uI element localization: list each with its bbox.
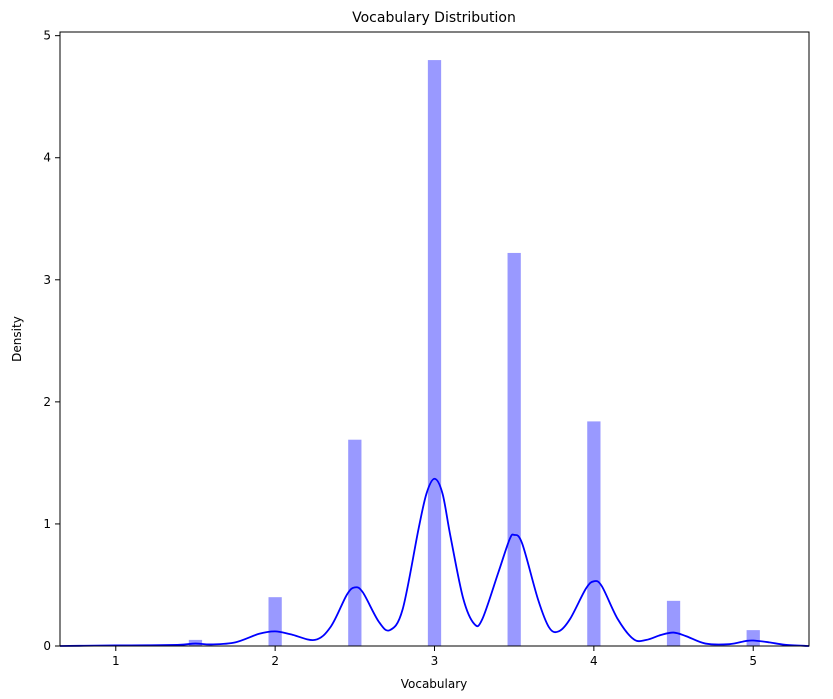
chart-title: Vocabulary Distribution — [352, 10, 516, 26]
y-tick-label: 4 — [43, 151, 51, 165]
y-tick-label: 3 — [43, 273, 51, 287]
kde-line — [59, 477, 810, 647]
x-tick-label: 1 — [112, 654, 120, 668]
histogram-bar-6 — [587, 421, 601, 646]
histogram-bars — [188, 60, 760, 646]
y-tick-label: 5 — [43, 29, 51, 43]
histogram-bar-8 — [746, 630, 760, 646]
x-axis-ticks: 1 2 3 4 5 — [112, 646, 757, 668]
x-tick-label: 4 — [590, 654, 598, 668]
histogram-bar-3 — [348, 439, 362, 646]
y-axis-label: Density — [10, 316, 24, 362]
y-tick-label: 2 — [43, 395, 51, 409]
histogram-bar-4 — [427, 60, 442, 646]
histogram-bar-5 — [507, 252, 521, 646]
x-tick-label: 2 — [271, 654, 279, 668]
x-axis-label: Vocabulary — [401, 677, 468, 691]
x-tick-label: 3 — [431, 654, 439, 668]
histogram-bar-7 — [666, 600, 681, 646]
x-tick-label: 5 — [749, 654, 757, 668]
y-axis-ticks: 0 1 2 3 4 5 — [43, 29, 60, 653]
y-tick-label: 0 — [43, 639, 51, 653]
y-tick-label: 1 — [43, 517, 51, 531]
histogram-bar-2 — [268, 597, 282, 646]
